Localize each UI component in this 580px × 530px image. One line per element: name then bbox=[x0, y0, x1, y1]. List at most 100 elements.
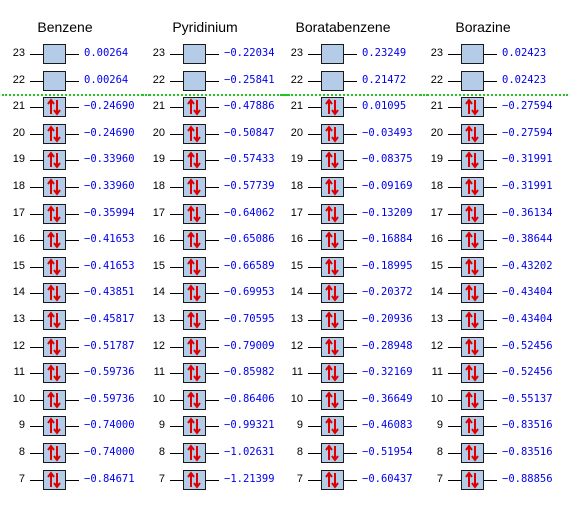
level-line bbox=[344, 133, 357, 135]
orbital-row: 21 −0.47886 bbox=[140, 97, 285, 119]
orbital-index: 14 bbox=[152, 286, 165, 299]
orbital-row: 19 −0.31991 bbox=[418, 150, 563, 172]
orbital-energy: −0.70595 bbox=[224, 313, 275, 325]
orbital-energy: −0.60437 bbox=[362, 472, 413, 485]
orbital-row: 11 −0.32169 bbox=[278, 363, 423, 385]
level-line bbox=[206, 133, 219, 135]
level-line bbox=[308, 453, 321, 454]
column-title: Borazine bbox=[455, 19, 511, 35]
level-line bbox=[30, 399, 43, 401]
spin-pair-arrows-icon bbox=[187, 337, 201, 356]
orbital-row: 22 −0.25841 bbox=[140, 70, 285, 93]
orbital-index: 16 bbox=[290, 233, 303, 246]
orbital-index: 21 bbox=[290, 100, 303, 113]
orbital-energy: −0.36134 bbox=[502, 206, 553, 219]
orbital-energy: −0.74000 bbox=[84, 446, 135, 458]
spin-pair-arrows-icon bbox=[325, 151, 339, 170]
orbital-energy: −0.52456 bbox=[502, 339, 553, 352]
level-line bbox=[170, 293, 183, 295]
occupied-orbital-box bbox=[183, 443, 206, 463]
level-line bbox=[206, 426, 219, 428]
orbital-index: 15 bbox=[430, 259, 443, 272]
level-line bbox=[206, 266, 219, 268]
orbital-row: 15 −0.41653 bbox=[0, 256, 145, 279]
orbital-energy: −0.43202 bbox=[502, 259, 553, 272]
orbital-row: 9 −0.83516 bbox=[418, 416, 563, 438]
occupied-orbital-box bbox=[321, 389, 344, 410]
level-line bbox=[30, 240, 43, 242]
level-line bbox=[66, 266, 79, 268]
orbital-row: 20 −0.27594 bbox=[418, 123, 563, 146]
spin-pair-arrows-icon bbox=[47, 151, 61, 170]
level-line bbox=[308, 240, 321, 242]
orbital-energy: −0.24690 bbox=[84, 100, 135, 113]
occupied-orbital-box bbox=[43, 97, 66, 118]
level-line bbox=[484, 479, 497, 481]
orbital-index: 21 bbox=[12, 100, 25, 113]
orbital-index: 10 bbox=[12, 392, 25, 405]
occupied-orbital-box bbox=[43, 469, 66, 490]
empty-orbital-box bbox=[43, 44, 66, 64]
orbital-index: 9 bbox=[436, 419, 443, 432]
spin-pair-arrows-icon bbox=[187, 98, 201, 116]
level-line bbox=[206, 107, 219, 109]
level-line bbox=[66, 453, 79, 454]
level-line bbox=[448, 54, 461, 55]
orbital-energy: −0.51954 bbox=[362, 446, 413, 458]
spin-pair-arrows-icon bbox=[47, 204, 61, 223]
level-line bbox=[484, 266, 497, 268]
orbital-row: 12 −0.79009 bbox=[140, 336, 285, 359]
spin-pair-arrows-icon bbox=[187, 204, 201, 223]
orbital-row: 15 −0.66589 bbox=[140, 256, 285, 279]
level-line bbox=[66, 213, 79, 215]
orbital-index: 7 bbox=[436, 472, 443, 485]
level-line bbox=[448, 320, 461, 321]
orbital-index: 10 bbox=[290, 392, 303, 405]
spin-pair-arrows-icon bbox=[325, 178, 339, 196]
orbital-row: 17 −0.13209 bbox=[278, 203, 423, 226]
spin-pair-arrows-icon bbox=[187, 125, 201, 143]
orbital-row: 17 −0.64062 bbox=[140, 203, 285, 226]
level-line bbox=[30, 346, 43, 348]
level-line bbox=[344, 426, 357, 428]
spin-pair-arrows-icon bbox=[325, 311, 339, 329]
occupied-orbital-box bbox=[461, 230, 484, 251]
level-line bbox=[30, 453, 43, 454]
level-line bbox=[484, 160, 497, 162]
orbital-row: 11 −0.52456 bbox=[418, 363, 563, 385]
orbital-row: 13 −0.70595 bbox=[140, 310, 285, 332]
spin-pair-arrows-icon bbox=[187, 470, 201, 489]
orbital-energy: −0.16884 bbox=[362, 233, 413, 246]
occupied-orbital-box bbox=[321, 123, 344, 144]
level-line bbox=[170, 160, 183, 162]
occupied-orbital-box bbox=[321, 150, 344, 171]
orbital-index: 16 bbox=[152, 233, 165, 246]
spin-pair-arrows-icon bbox=[325, 98, 339, 116]
level-line bbox=[170, 346, 183, 348]
spin-pair-arrows-icon bbox=[465, 417, 479, 436]
orbital-index: 14 bbox=[290, 286, 303, 299]
orbital-index: 15 bbox=[152, 259, 165, 272]
level-line bbox=[170, 479, 183, 481]
orbital-energy: −0.47886 bbox=[224, 100, 275, 113]
orbital-energy: 0.21472 bbox=[362, 73, 407, 86]
spin-pair-arrows-icon bbox=[47, 258, 61, 276]
orbital-row: 14 −0.20372 bbox=[278, 283, 423, 305]
orbital-index: 15 bbox=[290, 259, 303, 272]
orbital-energy: −0.18995 bbox=[362, 259, 413, 272]
level-line bbox=[170, 107, 183, 109]
level-line bbox=[448, 133, 461, 135]
occupied-orbital-box bbox=[321, 177, 344, 197]
level-line bbox=[30, 293, 43, 295]
level-line bbox=[30, 373, 43, 375]
empty-orbital-box bbox=[183, 70, 206, 91]
spin-pair-arrows-icon bbox=[325, 417, 339, 436]
orbital-index: 20 bbox=[152, 126, 165, 139]
occupied-orbital-box bbox=[183, 363, 206, 384]
level-line bbox=[66, 107, 79, 109]
orbital-energy: −0.88856 bbox=[502, 472, 553, 485]
level-line bbox=[30, 54, 43, 55]
orbital-energy: −0.55137 bbox=[502, 392, 553, 405]
spin-pair-arrows-icon bbox=[187, 364, 201, 382]
level-line bbox=[206, 80, 219, 82]
